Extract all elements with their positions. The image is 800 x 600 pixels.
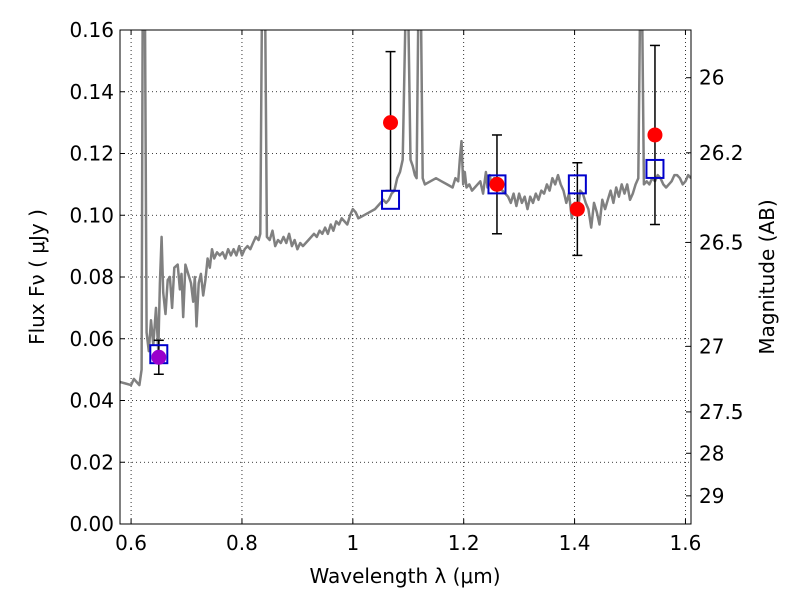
- y-tick-label: 0.00: [69, 512, 114, 536]
- mag-tick-label: 28: [699, 441, 724, 465]
- mag-tick-label: 26.5: [699, 230, 744, 254]
- y-tick-label: 0.04: [69, 389, 114, 413]
- model-square-marker: [645, 158, 665, 179]
- observed-points: [151, 115, 663, 365]
- x-tick-label: 1: [346, 531, 359, 555]
- y-tick-label: 0.16: [69, 18, 114, 42]
- x-tick-label: 1.4: [559, 531, 591, 555]
- observed-point-marker: [647, 127, 663, 143]
- model-square-marker: [487, 174, 507, 195]
- axis-ticks: 0.6 0.8 1 1.2 1.4 1.6 0.00 0.02 0.04 0.06 0.08 0.10…: [69, 18, 743, 555]
- observed-point-marker: [489, 176, 505, 192]
- spectrum-series: [120, 30, 691, 387]
- observed-point-marker: [569, 201, 585, 217]
- y-axis-title: Flux Fν ( μJy ): [25, 209, 49, 345]
- mag-tick-label: 29: [699, 484, 724, 508]
- mag-tick-label: 26.2: [699, 141, 744, 165]
- y-tick-label: 0.06: [69, 327, 114, 351]
- right-axis-title: Magnitude (AB): [755, 199, 779, 354]
- mag-tick-label: 26: [699, 66, 724, 90]
- x-axis-title: Wavelength λ (μm): [309, 564, 500, 588]
- x-tick-label: 0.8: [226, 531, 258, 555]
- y-tick-label: 0.08: [69, 265, 114, 289]
- observed-point-marker: [383, 115, 399, 131]
- model-square-marker: [381, 189, 401, 210]
- spectrum-line: [120, 30, 691, 387]
- y-tick-label: 0.02: [69, 450, 114, 474]
- observed-point-marker: [151, 349, 167, 365]
- y-tick-label: 0.14: [69, 80, 114, 104]
- model-square-marker: [567, 174, 587, 195]
- plot-area: [120, 30, 691, 524]
- y-tick-label: 0.12: [69, 142, 114, 166]
- x-tick-label: 1.2: [448, 531, 480, 555]
- y-tick-label: 0.10: [69, 203, 114, 227]
- mag-tick-label: 27: [699, 334, 724, 358]
- mag-tick-label: 27.5: [699, 400, 744, 424]
- x-tick-label: 1.6: [670, 531, 702, 555]
- x-tick-label: 0.6: [115, 531, 147, 555]
